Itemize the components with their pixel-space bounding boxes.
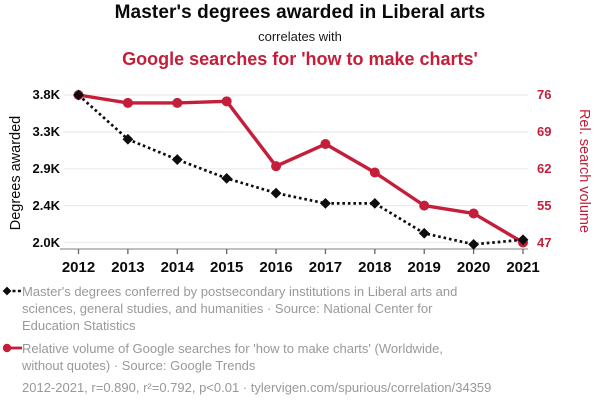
degrees-series-point <box>369 197 381 209</box>
left-axis-tick-label: 3.8K <box>32 87 60 102</box>
degrees-series-point <box>468 238 480 250</box>
search-series-point <box>320 139 331 150</box>
x-axis-tick-label: 2017 <box>308 259 343 276</box>
stats-footer: 2012-2021, r=0.890, r²=0.792, p<0.01 · t… <box>22 380 492 395</box>
right-axis-tick-label: 76 <box>537 87 552 102</box>
search-series-point <box>468 208 479 219</box>
right-axis-tick-label: 55 <box>537 197 552 213</box>
chart-subtitle: correlates with <box>258 29 342 44</box>
right-axis-tick-label: 69 <box>537 123 552 139</box>
left-axis-title: Degrees awarded <box>8 115 24 231</box>
x-axis-tick-label: 2018 <box>358 259 392 276</box>
degrees-series-point <box>171 154 183 165</box>
search-series-point <box>172 97 183 108</box>
search-series-point <box>271 161 282 172</box>
degrees-series-legend-marker-icon <box>2 286 22 296</box>
degrees-series-line <box>77 93 524 246</box>
x-axis-tick-label: 2015 <box>209 259 244 276</box>
x-axis-tick-label: 2020 <box>456 259 491 276</box>
degrees-series-point <box>73 89 84 101</box>
degrees-series-legend-label: Master's degrees conferred by postsecond… <box>22 284 458 333</box>
right-axis-tick-label: 47 <box>537 234 552 250</box>
search-series-point <box>369 167 380 178</box>
right-axis-title: Rel. search volume <box>576 108 592 234</box>
search-series-point <box>122 97 133 108</box>
search-series-point <box>419 200 430 211</box>
degrees-series-point <box>418 227 430 239</box>
chart-title-secondary: Google searches for 'how to make charts' <box>122 49 478 69</box>
degrees-series-point <box>320 197 331 209</box>
search-series-legend-marker-icon <box>2 343 22 353</box>
x-axis-tick-label: 2013 <box>111 259 145 276</box>
degrees-series-point <box>122 133 134 145</box>
degrees-series-point <box>517 234 529 246</box>
search-series-legend-label: Relative volume of Google searches for '… <box>22 341 443 373</box>
search-series-line <box>78 93 524 244</box>
right-axis-tick-label: 62 <box>537 160 552 176</box>
chart-title: Master's degrees awarded in Liberal arts <box>114 2 486 23</box>
degrees-series-point <box>270 187 282 199</box>
x-axis-tick-label: 2012 <box>61 259 96 276</box>
x-axis-tick-label: 2016 <box>259 259 293 276</box>
left-axis-tick-label: 2.4K <box>32 197 60 213</box>
degrees-series-point <box>221 172 233 184</box>
left-axis-tick-label: 2.9K <box>32 160 60 176</box>
x-axis-tick-label: 2021 <box>506 259 540 276</box>
x-axis-tick-label: 2014 <box>160 259 194 276</box>
search-series-point <box>221 96 232 107</box>
left-axis-tick-label: 2.0K <box>32 234 60 250</box>
x-axis-tick-label: 2019 <box>407 259 441 276</box>
left-axis-tick-label: 3.3K <box>32 123 60 139</box>
